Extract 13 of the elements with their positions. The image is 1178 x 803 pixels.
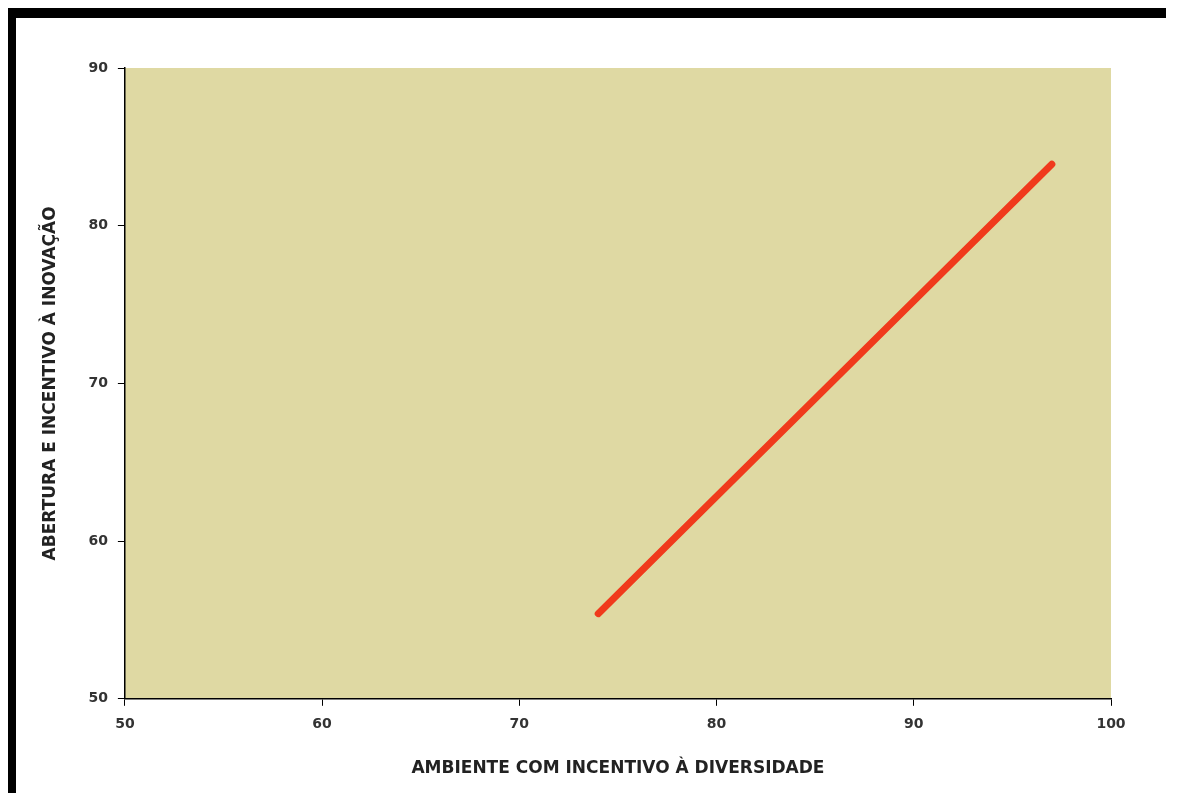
x-tick-label: 50 bbox=[115, 714, 135, 731]
x-axis-title: AMBIENTE COM INCENTIVO À DIVERSIDADE bbox=[411, 756, 825, 778]
y-tick-label: 70 bbox=[88, 374, 109, 391]
y-tick-label: 60 bbox=[88, 531, 109, 548]
x-tick-label: 90 bbox=[904, 714, 924, 731]
x-tick-label: 70 bbox=[509, 714, 530, 731]
x-tick-label: 80 bbox=[706, 714, 727, 731]
x-tick-label: 60 bbox=[312, 714, 333, 731]
x-tick-label: 100 bbox=[1096, 714, 1126, 731]
y-tick-label: 50 bbox=[88, 689, 109, 706]
y-tick-label: 80 bbox=[88, 216, 109, 233]
y-tick-label: 90 bbox=[88, 58, 109, 75]
y-axis-title: ABERTURA E INCENTIVO À INOVAÇÃO bbox=[36, 206, 59, 561]
